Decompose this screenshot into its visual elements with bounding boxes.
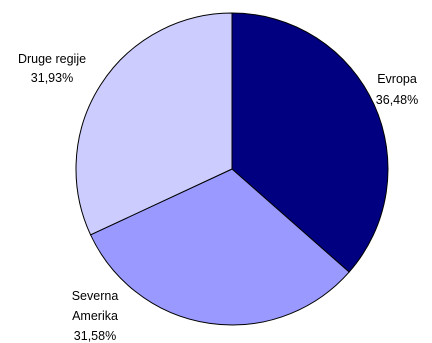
pie-slice-severna-amerika	[89, 168, 350, 326]
slice-value-severna-amerika: 31,58%	[74, 329, 116, 343]
slice-label-severna-amerika-line1: Severna	[72, 289, 119, 303]
slice-label-severna-amerika-line2: Amerika	[72, 309, 118, 323]
slice-value-evropa: 36,48%	[376, 93, 418, 107]
slice-value-druge-regije: 31,93%	[31, 71, 73, 85]
pie-slices	[75, 12, 389, 326]
pie-slice-druge-regije	[75, 12, 233, 236]
slice-label-evropa: Evropa	[377, 72, 417, 86]
slice-label-druge-regije: Druge regije	[18, 52, 86, 66]
pie-slice-evropa	[231, 12, 389, 273]
